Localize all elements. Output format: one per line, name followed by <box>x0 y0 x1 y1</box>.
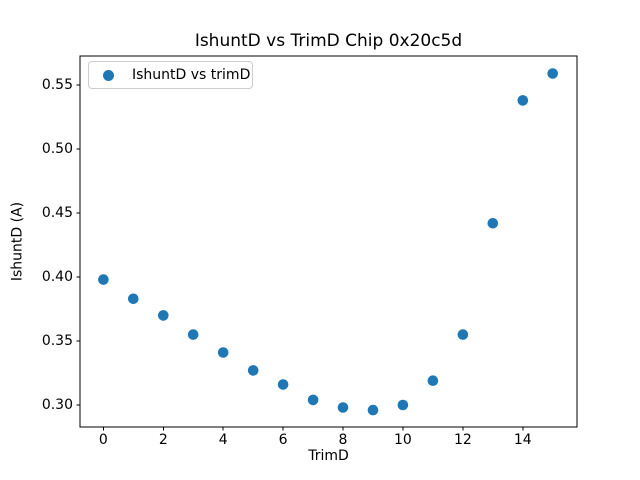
x-tick-label: 12 <box>453 432 472 448</box>
chart-title: IshuntD vs TrimD Chip 0x20c5d <box>194 31 463 51</box>
x-axis-label: TrimD <box>308 448 349 464</box>
x-tick-label: 4 <box>218 432 228 448</box>
scatter-point <box>547 68 558 79</box>
scatter-point <box>187 329 199 340</box>
x-tick-label: 14 <box>513 432 532 448</box>
scatter-point <box>487 218 499 229</box>
scatter-point <box>367 404 379 416</box>
x-tick-label: 2 <box>158 432 168 448</box>
scatter-point <box>457 329 469 340</box>
x-tick-label: 10 <box>394 432 412 448</box>
y-tick-label: 0.55 <box>41 77 73 94</box>
axes-frame <box>79 55 578 428</box>
x-tick-label: 0 <box>98 432 108 448</box>
y-tick-label: 0.35 <box>41 333 73 349</box>
x-tick-label: 8 <box>338 432 348 448</box>
scatter-point <box>128 293 139 305</box>
legend-label: IshuntD vs trimD <box>132 67 251 83</box>
scatter-point <box>427 375 439 387</box>
scatter-point <box>158 310 169 321</box>
legend-circle-marker-icon <box>103 69 114 81</box>
scatter-point <box>277 379 289 390</box>
scatter-point <box>397 399 409 411</box>
legend: IshuntD vs trimD <box>88 61 253 89</box>
y-tick-label: 0.50 <box>41 141 73 158</box>
y-tick-label: 0.45 <box>41 205 73 222</box>
x-tick-label: 6 <box>278 432 288 448</box>
y-tick-label: 0.40 <box>41 269 73 285</box>
scatter-point <box>307 394 319 406</box>
scatter-point <box>217 347 229 358</box>
y-tick-label: 0.30 <box>41 396 73 413</box>
scatter-point <box>517 95 529 106</box>
scatter-point <box>247 365 259 376</box>
scatter-point <box>337 402 349 413</box>
scatter-point <box>98 274 109 285</box>
